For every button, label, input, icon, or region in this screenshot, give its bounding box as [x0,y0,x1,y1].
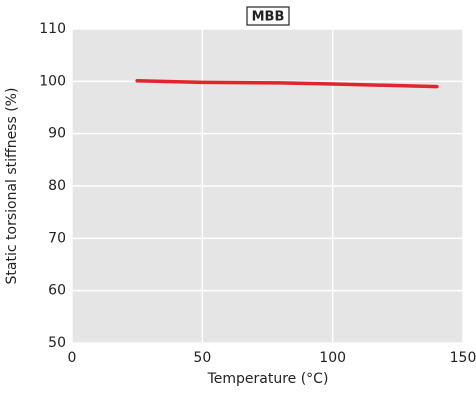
y-tick-label: 110 [39,21,66,37]
y-tick-label: 70 [48,230,66,246]
y-tick-label: 80 [48,178,66,194]
y-axis-label: Static torsional stiffness (%) [4,88,20,285]
chart-title: MBB [252,10,285,25]
x-tick-label: 100 [319,350,346,366]
y-tick-label: 90 [48,126,66,142]
y-tick-label: 50 [48,335,66,351]
x-tick-label: 0 [68,350,77,366]
title-box [246,6,290,26]
x-axis-label: Temperature (°C) [207,371,329,387]
x-tick-label: 50 [193,350,211,366]
x-tick-label: 150 [450,350,476,366]
data-line [135,79,439,89]
y-tick-label: 60 [48,283,66,299]
y-tick-label: 100 [39,73,66,89]
